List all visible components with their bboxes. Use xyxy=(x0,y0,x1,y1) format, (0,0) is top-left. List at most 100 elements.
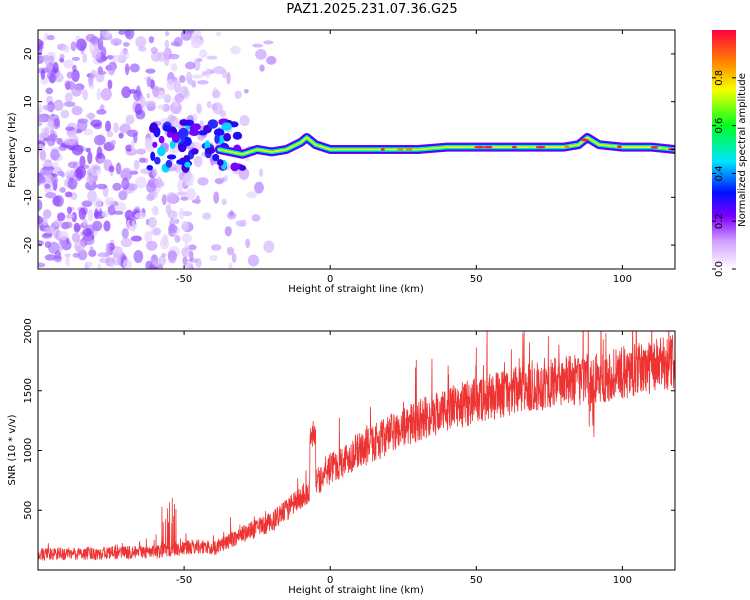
noise-blob xyxy=(107,79,113,90)
noise-blob xyxy=(83,236,95,246)
noise-blob xyxy=(139,95,146,108)
noise-blob xyxy=(186,187,196,200)
noise-blob xyxy=(62,45,70,53)
noise-blob xyxy=(231,252,237,264)
noise-blob xyxy=(101,210,109,218)
noise-blob xyxy=(45,87,54,95)
figure-title: PAZ1.2025.231.07.36.G25 xyxy=(286,2,457,17)
noise-blob xyxy=(44,254,57,261)
noise-blob xyxy=(67,161,78,169)
noise-blob xyxy=(245,238,251,248)
spectrogram-panel: -50 0 50 100 -20 -10 0 10 20 Height of straight … xyxy=(7,29,676,295)
noise-blob xyxy=(226,246,235,256)
noise-blob xyxy=(152,261,162,266)
noise-blob xyxy=(201,71,208,77)
snr-ytick-label: 1500 xyxy=(23,378,34,403)
noise-blob xyxy=(64,137,76,146)
noise-blob xyxy=(38,215,44,225)
noise-blob xyxy=(89,246,94,251)
scintillation-blob xyxy=(158,135,165,144)
noise-blob xyxy=(181,247,191,258)
noise-blob xyxy=(83,164,90,169)
scintillation-blob xyxy=(178,127,189,139)
noise-blob xyxy=(108,165,115,173)
noise-blob xyxy=(234,90,242,100)
noise-blob xyxy=(115,202,127,212)
noise-blob xyxy=(198,49,208,58)
noise-blob xyxy=(71,211,77,223)
noise-blob xyxy=(125,114,135,125)
noise-blob xyxy=(170,55,180,60)
noise-blob xyxy=(40,69,46,80)
noise-blob xyxy=(259,64,265,72)
noise-blob xyxy=(199,120,204,126)
noise-blob xyxy=(130,235,142,242)
colorbar-tick-label: 0.0 xyxy=(714,261,725,277)
ridge-peak xyxy=(564,145,570,149)
noise-blob xyxy=(86,113,96,120)
noise-blob xyxy=(112,54,124,63)
noise-blob xyxy=(114,41,119,46)
scintillation-blob xyxy=(230,162,240,172)
noise-blob xyxy=(230,45,241,55)
spectrogram-xlabel: Height of straight line (km) xyxy=(288,284,424,295)
noise-blob xyxy=(76,38,87,51)
noise-blob xyxy=(59,53,65,60)
noise-blob xyxy=(188,244,197,251)
noise-blob xyxy=(161,194,167,206)
ridge-peak xyxy=(617,145,622,149)
noise-blob xyxy=(165,192,178,205)
noise-blob xyxy=(206,55,218,60)
scintillation-blob xyxy=(154,156,161,165)
noise-blob xyxy=(89,42,94,54)
noise-blob xyxy=(106,130,114,138)
noise-blob xyxy=(229,210,234,217)
noise-blob xyxy=(71,232,81,243)
noise-blob xyxy=(193,155,203,168)
noise-blob xyxy=(81,89,87,99)
noise-blob xyxy=(215,31,222,37)
ridge-peak xyxy=(474,145,485,149)
colorbar-label: Normalized spectral amplitude xyxy=(737,73,748,227)
noise-blob xyxy=(104,196,115,206)
noise-blob xyxy=(38,116,48,122)
noise-blob xyxy=(101,30,111,38)
noise-blob xyxy=(176,191,189,196)
scintillation-blob xyxy=(190,148,199,155)
noise-blob xyxy=(190,33,201,44)
scintillation-blob xyxy=(166,154,177,160)
spectrogram-ytick-label: 10 xyxy=(23,95,34,108)
noise-blob xyxy=(202,212,212,220)
scintillation-blob xyxy=(165,159,173,168)
noise-blob xyxy=(40,167,46,176)
noise-blob xyxy=(180,196,189,201)
noise-blob xyxy=(209,254,218,262)
ridge-peak xyxy=(483,145,493,149)
noise-blob xyxy=(197,57,203,63)
noise-blob xyxy=(184,61,196,70)
noise-blob xyxy=(152,227,162,236)
noise-blob xyxy=(181,233,192,243)
scintillation-blob xyxy=(232,131,243,140)
noise-blob xyxy=(252,43,264,48)
noise-blob xyxy=(93,197,103,209)
noise-blob xyxy=(226,71,231,85)
noise-blob xyxy=(124,65,130,72)
noise-blob xyxy=(81,200,93,208)
noise-blob xyxy=(145,260,153,269)
noise-blob xyxy=(43,127,49,136)
colorbar-gradient xyxy=(712,30,736,269)
noise-blob xyxy=(52,61,59,74)
noise-blob xyxy=(170,63,178,72)
noise-blob xyxy=(91,48,102,60)
noise-blob xyxy=(63,101,76,107)
noise-blob xyxy=(63,59,74,69)
scintillation-blob xyxy=(162,124,171,132)
snr-xtick-label: 100 xyxy=(613,575,632,586)
noise-blob xyxy=(49,149,60,161)
noise-blob xyxy=(38,262,46,268)
noise-blob xyxy=(38,199,43,211)
scintillation-blob xyxy=(221,122,232,131)
noise-blob xyxy=(131,220,136,233)
noise-blob xyxy=(174,218,180,224)
